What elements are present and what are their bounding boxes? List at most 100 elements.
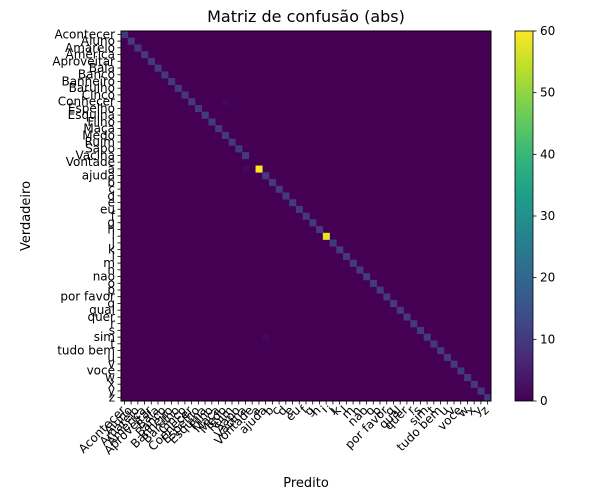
y-tick-label: Acontecer [54, 27, 115, 41]
heatmap-cell [464, 374, 472, 382]
heatmap-cell [336, 246, 344, 254]
heatmap-cell [174, 84, 182, 92]
y-tick-label: q [107, 296, 115, 310]
heatmap-cell [322, 232, 330, 240]
heatmap-cell [147, 57, 155, 65]
colorbar: 0 10 20 30 40 50 60 [514, 24, 555, 408]
heatmap-cell [228, 138, 236, 146]
y-tick-label: América [66, 48, 116, 62]
heatmap-cell [215, 125, 223, 133]
chart-title: Matriz de confusão (abs) [207, 7, 405, 26]
heatmap-cell [356, 266, 364, 274]
heatmap-cell [329, 239, 337, 247]
colorbar-tick-label: 40 [540, 147, 555, 161]
y-tick-label: c [108, 182, 115, 196]
y-tick-label: z [109, 391, 115, 405]
heatmap-cell [376, 286, 384, 294]
y-tick-label: s [109, 323, 115, 337]
heatmap-cell [127, 37, 135, 45]
y-tick-label: u [107, 350, 115, 364]
heatmap-cell [134, 44, 142, 52]
heatmap-cell [221, 98, 229, 106]
y-tick-label: e [108, 196, 115, 210]
heatmap-cell [242, 165, 250, 173]
y-tick-label: voce [87, 364, 115, 378]
y-tick-label: i [112, 229, 115, 243]
heatmap-cell [417, 327, 425, 335]
heatmap-grid [121, 31, 492, 402]
y-tick-label: Barulho [69, 81, 115, 95]
heatmap-cell [262, 172, 270, 180]
heatmap-cell [383, 293, 391, 301]
colorbar-tick-label: 50 [540, 86, 555, 100]
colorbar-tick-label: 30 [540, 209, 555, 223]
y-tick-label: nao [93, 270, 115, 284]
y-tick-label: o [108, 276, 115, 290]
heatmap-cell [188, 98, 196, 106]
y-tick-label: l [112, 249, 115, 263]
y-tick-label: Esquina [68, 108, 115, 122]
y-tick-label: tudo bem [57, 344, 115, 358]
heatmap-cell [437, 347, 445, 355]
y-axis-label: Verdadeiro [19, 181, 34, 251]
heatmap-cell [269, 179, 277, 187]
heatmap-cell [349, 259, 357, 267]
y-tick-label: m [103, 256, 115, 270]
y-tick-label: Banheiro [61, 74, 115, 88]
y-tick-label: por favor [60, 290, 115, 304]
y-tick-label: f [111, 209, 116, 223]
heatmap-cell [477, 387, 485, 395]
heatmap-cell [363, 273, 371, 281]
y-tick-label: Aproveitar [52, 54, 115, 68]
y-tick-label: Vacina [75, 148, 115, 162]
y-tick-label: Amarelo [65, 41, 115, 55]
y-tick-label: y [108, 384, 115, 398]
y-tick-label: Aluno [81, 34, 115, 48]
heatmap-cell [242, 152, 250, 160]
y-tick-label: v [108, 357, 115, 371]
y-tick-label: eu [100, 202, 115, 216]
y-tick-label: d [107, 189, 115, 203]
colorbar-tick-label: 20 [540, 271, 555, 285]
heatmap-cell [235, 145, 243, 153]
heatmap-cell [161, 71, 169, 79]
y-tick-label: a [108, 162, 115, 176]
heatmap-cell [302, 212, 310, 220]
heatmap-cell [443, 353, 451, 361]
heatmap-cell [289, 199, 297, 207]
colorbar-gradient [514, 30, 534, 402]
y-tick-label: Banco [78, 68, 115, 82]
heatmap-cell [396, 306, 404, 314]
heatmap-cell [403, 313, 411, 321]
heatmap-cell [195, 105, 203, 113]
y-tick-label: b [107, 175, 115, 189]
heatmap-cell [154, 64, 162, 72]
heatmap-cell [316, 226, 324, 234]
y-tick-label: r [110, 317, 115, 331]
y-tick-label: quer [87, 310, 115, 324]
colorbar-tick-label: 10 [540, 332, 555, 346]
y-tick-label: Sapo [85, 142, 115, 156]
heatmap-cell [343, 253, 351, 261]
heatmap-cell [430, 340, 438, 348]
y-tick-label: Bala [89, 61, 115, 75]
heatmap-cell [390, 300, 398, 308]
x-tick-labels: AcontecerAlunoAmareloAméricaAproveitarBa… [76, 401, 492, 457]
y-tick-label: n [107, 263, 115, 277]
y-tick-label: Vontade [66, 155, 115, 169]
y-tick-label: Conhecer [58, 95, 115, 109]
y-tick-label: w [105, 370, 115, 384]
y-tick-label: k [108, 243, 115, 257]
y-tick-label: g [107, 216, 115, 230]
y-tick-labels: AcontecerAlunoAmareloAméricaAproveitarBa… [52, 27, 121, 405]
heatmap-cell [201, 111, 209, 119]
heatmap-cell [221, 131, 229, 139]
heatmap-cell [275, 185, 283, 193]
heatmap-cell [295, 205, 303, 213]
heatmap-cell [282, 192, 290, 200]
heatmap-cell [141, 51, 149, 59]
y-tick-label: j [111, 236, 115, 250]
colorbar-tick-label: 0 [540, 394, 548, 408]
y-tick-label: t [110, 337, 115, 351]
y-tick-label: ajuda [82, 169, 115, 183]
